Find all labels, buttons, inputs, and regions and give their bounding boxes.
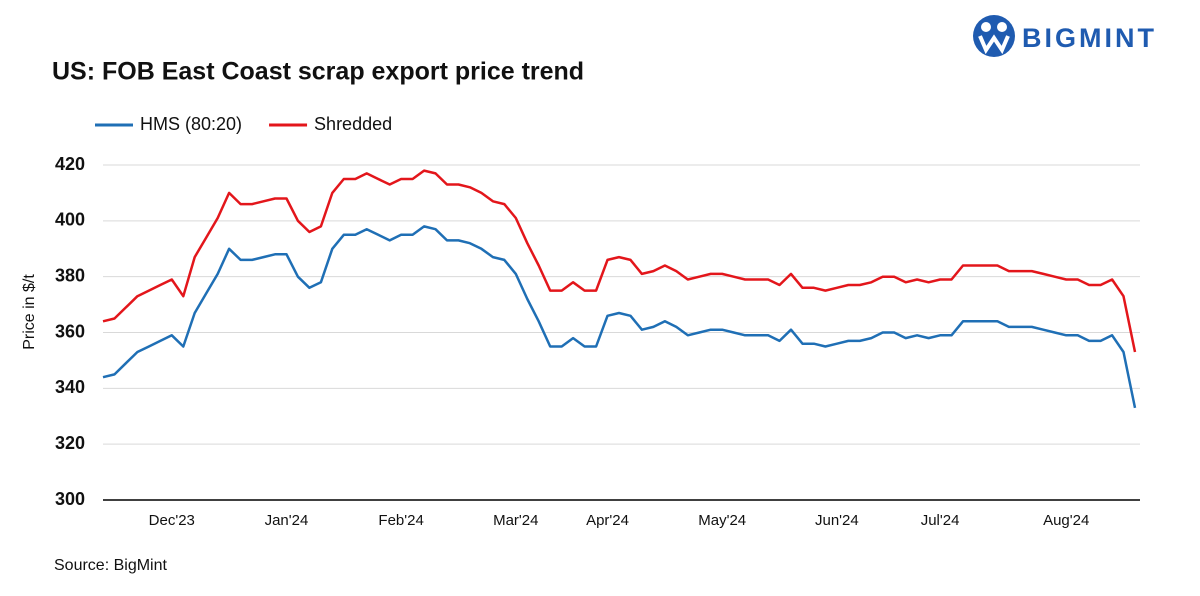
data-line [102,169,1137,353]
logo-icon-part [978,34,1010,55]
y-tick-label: 360 [55,321,85,341]
y-axis-label: Price in $/t [21,274,38,350]
legend-label: HMS (80:20) [140,114,242,134]
brand-name: BIGMINT [1022,23,1157,53]
legend-label: Shredded [314,114,392,134]
x-tick-label: Jul'24 [921,512,960,529]
source-note: Source: BigMint [54,557,167,574]
y-tick-label: 420 [55,154,85,174]
logo-icon-part [997,22,1007,32]
x-tick-label: Dec'23 [149,512,195,529]
y-tick-label: 300 [55,489,85,509]
data-line [102,225,1137,409]
x-tick-label: Apr'24 [586,512,629,529]
y-tick-label: 380 [55,265,85,285]
chart-title: US: FOB East Coast scrap export price tr… [52,58,584,86]
x-tick-label: May'24 [698,512,746,529]
x-tick-label: Mar'24 [493,512,538,529]
x-tick-label: Aug'24 [1043,512,1089,529]
y-tick-label: 320 [55,433,85,453]
y-tick-label: 340 [55,377,85,397]
x-tick-label: Feb'24 [378,512,423,529]
brand-logo: BIGMINT [973,15,1157,57]
x-tick-label: Jan'24 [265,512,309,529]
x-tick-label: Jun'24 [815,512,859,529]
logo-icon-part [981,22,991,32]
y-tick-label: 400 [55,210,85,230]
